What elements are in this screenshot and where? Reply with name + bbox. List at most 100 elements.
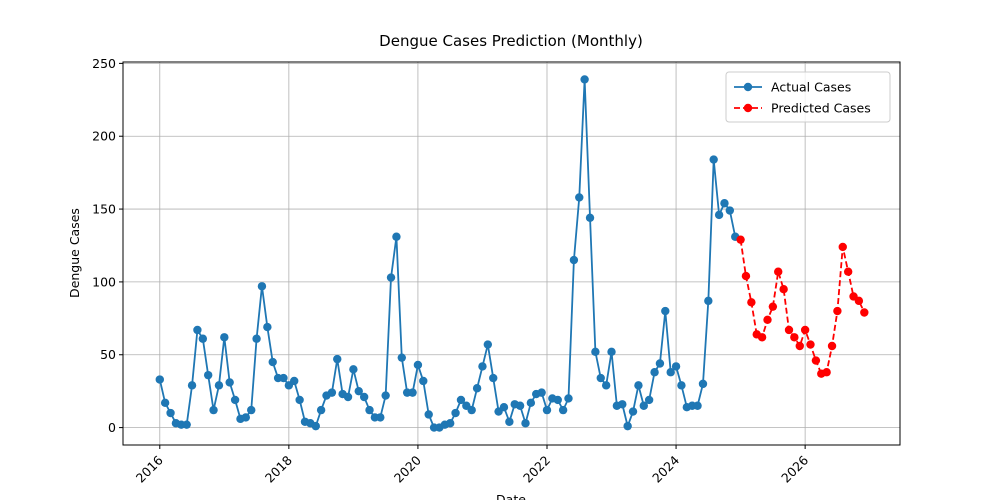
data-point: [472, 384, 482, 393]
data-point: [316, 405, 326, 415]
data-point: [854, 296, 864, 306]
data-point: [671, 362, 681, 371]
data-point: [623, 421, 632, 431]
x-axis-label: Date: [496, 492, 526, 500]
data-point: [628, 407, 638, 416]
data-point: [160, 398, 170, 408]
data-point: [489, 373, 498, 383]
data-point: [257, 282, 267, 291]
data-point: [644, 395, 654, 405]
data-point: [655, 359, 665, 368]
data-point: [333, 354, 342, 364]
data-point: [279, 373, 288, 383]
data-point: [790, 333, 799, 342]
data-point: [478, 362, 487, 371]
data-point: [741, 271, 751, 281]
y-tick-label: 200: [92, 129, 116, 144]
data-point: [607, 347, 616, 357]
data-point: [827, 341, 837, 351]
data-point: [693, 401, 702, 410]
data-point: [698, 379, 708, 389]
data-point: [505, 417, 514, 426]
data-point: [214, 381, 224, 390]
data-point: [795, 341, 804, 351]
data-point: [499, 402, 509, 412]
data-point: [833, 306, 842, 316]
data-point: [585, 213, 595, 223]
data-point: [247, 405, 256, 415]
y-tick-label: 0: [108, 420, 116, 435]
data-point: [241, 413, 251, 422]
data-point: [709, 155, 718, 164]
data-point: [580, 75, 589, 84]
legend-marker: [743, 82, 753, 92]
data-point: [445, 419, 455, 428]
data-point: [155, 375, 164, 384]
data-point: [639, 401, 648, 410]
data-point: [774, 267, 783, 276]
y-tick-label: 250: [92, 56, 116, 71]
data-point: [386, 273, 396, 282]
data-point: [666, 368, 675, 377]
data-point: [800, 325, 810, 335]
data-point: [596, 373, 605, 383]
data-point: [263, 322, 272, 332]
data-point: [564, 394, 573, 403]
data-point: [757, 333, 767, 342]
data-point: [591, 347, 600, 357]
data-point: [343, 392, 353, 402]
data-point: [483, 340, 493, 349]
data-point: [349, 365, 358, 374]
data-point: [526, 398, 536, 408]
data-point: [209, 405, 218, 415]
data-point: [720, 199, 729, 208]
y-tick-label: 50: [100, 347, 116, 362]
data-point: [521, 419, 530, 428]
data-point: [747, 298, 756, 307]
data-point: [542, 405, 552, 415]
data-point: [456, 395, 466, 405]
data-point: [704, 296, 713, 306]
data-point: [451, 408, 460, 418]
data-point: [467, 405, 476, 415]
data-point: [376, 413, 385, 422]
chart-title: Dengue Cases Prediction (Monthly): [379, 32, 643, 50]
data-point: [822, 368, 831, 377]
legend-box: [725, 71, 891, 123]
data-point: [327, 388, 337, 397]
data-point: [397, 353, 406, 362]
data-point: [408, 388, 417, 397]
data-point: [268, 357, 277, 367]
data-point: [419, 376, 428, 386]
data-point: [601, 381, 611, 390]
data-point: [811, 356, 821, 365]
data-point: [182, 420, 191, 429]
data-point: [230, 395, 240, 405]
data-point: [193, 325, 202, 335]
data-point: [714, 210, 724, 220]
data-point: [225, 378, 234, 387]
data-point: [252, 334, 261, 343]
y-axis-label: Dengue Cases: [67, 208, 82, 298]
data-point: [290, 376, 299, 386]
data-point: [354, 386, 363, 396]
data-point: [784, 325, 794, 335]
data-point: [424, 410, 433, 419]
data-point: [569, 255, 579, 265]
data-point: [311, 421, 320, 431]
legend-marker: [743, 103, 753, 113]
data-point: [392, 232, 401, 241]
legend-label: Actual Cases: [771, 80, 851, 95]
data-point: [768, 302, 778, 311]
data-point: [806, 340, 815, 349]
data-point: [515, 401, 525, 410]
legend-label: Predicted Cases: [771, 101, 871, 116]
data-point: [203, 370, 213, 380]
data-point: [838, 242, 847, 252]
data-point: [634, 381, 643, 390]
data-point: [558, 405, 568, 415]
data-point: [763, 315, 772, 324]
data-point: [677, 381, 686, 390]
